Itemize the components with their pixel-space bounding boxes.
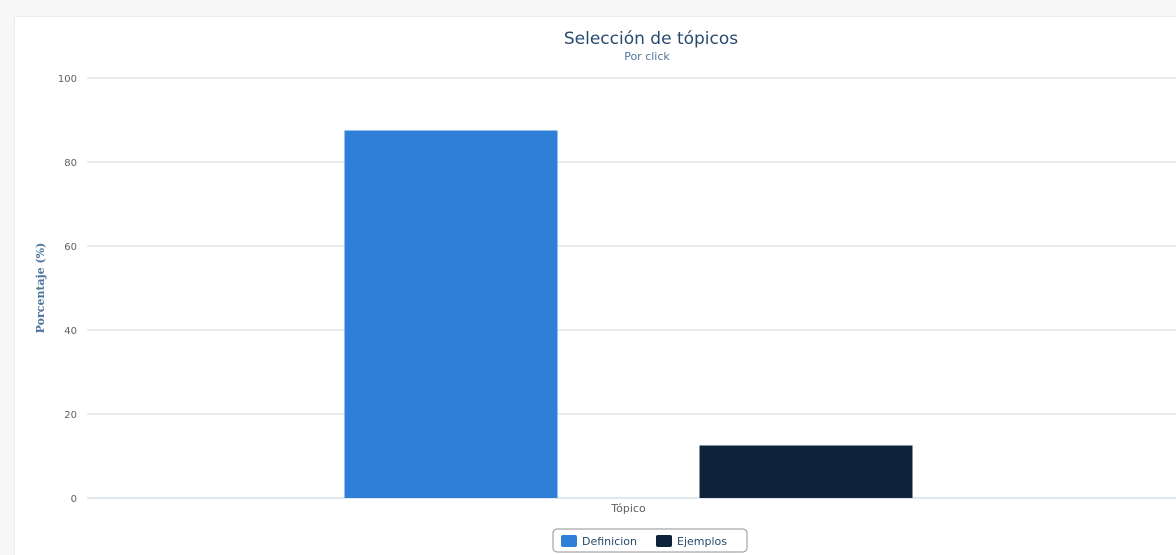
legend-item-definicion[interactable]: Definicion — [561, 535, 637, 548]
legend: Definicion Ejemplos — [552, 528, 748, 553]
y-axis-label: Porcentaje (%) — [34, 243, 47, 334]
legend-item-ejemplos[interactable]: Ejemplos — [656, 535, 727, 548]
chart-container — [14, 16, 1176, 555]
y-tick-label: 100 — [58, 74, 77, 85]
y-tick-label: 20 — [64, 410, 77, 421]
x-tick-label: Tópico — [610, 502, 646, 515]
y-tick-label: 40 — [64, 326, 77, 337]
legend-swatch — [656, 535, 672, 547]
legend-label: Ejemplos — [677, 535, 727, 548]
y-tick-label: 0 — [71, 494, 77, 505]
y-tick-label: 60 — [64, 242, 77, 253]
bar-definicion[interactable] — [344, 130, 558, 499]
bars — [344, 130, 913, 499]
gridlines — [87, 77, 1176, 499]
chart-subtitle: Por click — [624, 50, 670, 63]
y-axis-ticks: 0 20 40 60 80 100 — [58, 74, 77, 505]
chart-title: Selección de tópicos — [564, 29, 738, 49]
legend-swatch — [561, 535, 577, 547]
legend-box — [552, 528, 748, 553]
y-tick-label: 80 — [64, 158, 77, 169]
bar-ejemplos[interactable] — [699, 445, 913, 499]
legend-label: Definicion — [582, 535, 637, 548]
